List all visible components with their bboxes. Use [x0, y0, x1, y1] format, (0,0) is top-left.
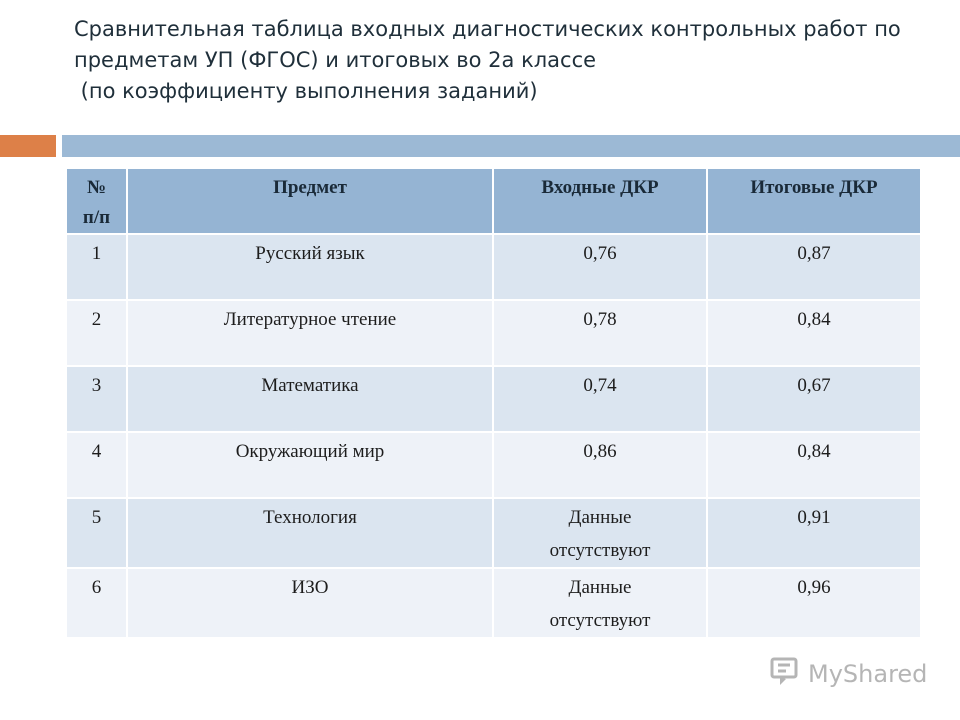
row-subject: Окружающий мир [126, 431, 494, 499]
row-final-value: 0,84 [706, 431, 922, 499]
header-final-dkr: Итоговые ДКР [706, 167, 922, 235]
shared-logo-icon [768, 653, 808, 695]
row-final-value: 0,96 [706, 567, 922, 639]
header-number: № п/п [65, 167, 128, 235]
comparison-table: № п/п Предмет Входные ДКР Итоговые ДКР 1… [65, 167, 922, 639]
table-row: 6 ИЗО Данные отсутствуют 0,96 [65, 567, 922, 639]
myshared-watermark: MyShared [768, 654, 927, 694]
row-final-value: 0,91 [706, 497, 922, 569]
input-missing-line-2: отсутствуют [549, 540, 651, 561]
title-line-3: (по коэффициенту выполнения заданий) [74, 79, 538, 103]
row-number: 2 [65, 299, 128, 367]
row-subject: Технология [126, 497, 494, 569]
row-subject: Русский язык [126, 233, 494, 301]
input-missing-line-2: отсутствуют [549, 610, 651, 631]
row-final-value: 0,84 [706, 299, 922, 367]
accent-bar-orange [0, 135, 56, 157]
row-final-value: 0,87 [706, 233, 922, 301]
row-input-value: 0,74 [492, 365, 708, 433]
table-row: 4 Окружающий мир 0,86 0,84 [65, 431, 922, 499]
header-number-symbol: № [86, 177, 107, 198]
row-input-value: 0,76 [492, 233, 708, 301]
input-missing-line-1: Данные [568, 507, 632, 528]
table-row: 5 Технология Данные отсутствуют 0,91 [65, 497, 922, 569]
row-input-value: Данные отсутствуют [492, 497, 708, 569]
watermark-text: MyShared [808, 660, 928, 688]
slide-title: Сравнительная таблица входных диагностич… [74, 14, 934, 107]
row-final-value: 0,67 [706, 365, 922, 433]
row-number: 5 [65, 497, 128, 569]
row-input-value: Данные отсутствуют [492, 567, 708, 639]
header-subject: Предмет [126, 167, 494, 235]
title-line-2: предметам УП (ФГОС) и итоговых во 2а кла… [74, 48, 597, 72]
row-number: 3 [65, 365, 128, 433]
table-header-row: № п/п Предмет Входные ДКР Итоговые ДКР [65, 167, 922, 235]
table-row: 1 Русский язык 0,76 0,87 [65, 233, 922, 301]
header-number-abbrev: п/п [82, 207, 111, 228]
row-input-value: 0,78 [492, 299, 708, 367]
row-subject: Литературное чтение [126, 299, 494, 367]
table-row: 2 Литературное чтение 0,78 0,84 [65, 299, 922, 367]
row-input-value: 0,86 [492, 431, 708, 499]
title-line-1: Сравнительная таблица входных диагностич… [74, 17, 901, 41]
row-number: 4 [65, 431, 128, 499]
row-subject: Математика [126, 365, 494, 433]
input-missing-line-1: Данные [568, 577, 632, 598]
row-subject: ИЗО [126, 567, 494, 639]
header-input-dkr: Входные ДКР [492, 167, 708, 235]
row-number: 6 [65, 567, 128, 639]
row-number: 1 [65, 233, 128, 301]
accent-bar-blue [62, 135, 960, 157]
table-row: 3 Математика 0,74 0,67 [65, 365, 922, 433]
